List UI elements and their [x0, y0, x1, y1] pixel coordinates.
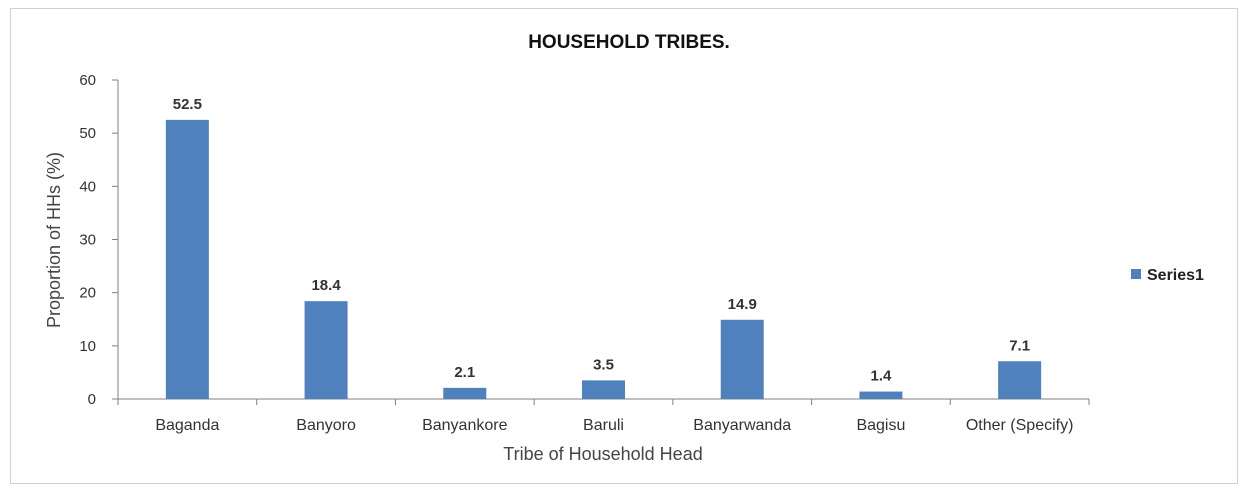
- data-label: 1.4: [870, 368, 892, 385]
- bar-bagisu: [859, 391, 903, 399]
- category-label: Bagisu: [856, 417, 905, 434]
- data-label: 14.9: [728, 296, 757, 313]
- y-tick-label: 60: [79, 72, 96, 89]
- bar-banyoro: [304, 301, 348, 399]
- bar-baganda: [165, 119, 209, 399]
- chart-title: HOUSEHOLD TRIBES.: [528, 32, 730, 53]
- bars: [165, 119, 1042, 399]
- y-tick-label: 20: [79, 285, 96, 302]
- y-tick-label: 0: [88, 391, 96, 408]
- chart-frame: [10, 8, 1238, 484]
- y-tick-label: 50: [79, 125, 96, 142]
- legend-swatch-series1: [1131, 269, 1141, 279]
- category-label: Banyoro: [296, 417, 356, 434]
- category-label: Baganda: [155, 417, 219, 434]
- category-label: Banyankore: [422, 417, 507, 434]
- y-ticks: 0 10 20 30 40 50 60: [79, 72, 118, 408]
- bar-baruli: [582, 380, 625, 399]
- bar-other-specify: [998, 361, 1042, 399]
- bar-banyarwanda: [720, 319, 764, 399]
- x-ticks: [117, 399, 1090, 405]
- y-tick-label: 10: [79, 338, 96, 355]
- category-label: Banyarwanda: [693, 417, 791, 434]
- data-label: 52.5: [173, 96, 202, 113]
- y-tick-label: 40: [79, 178, 96, 195]
- data-label: 18.4: [311, 277, 341, 294]
- x-axis-title: Tribe of Household Head: [503, 444, 702, 464]
- category-labels: Baganda Banyoro Banyankore Baruli Banyarwand…: [155, 417, 1073, 434]
- category-label: Baruli: [583, 417, 624, 434]
- data-labels: 52.5 18.4 2.1 3.5 14.9 1.4 7.1: [173, 96, 1030, 385]
- legend: Series1: [1131, 267, 1204, 284]
- data-label: 3.5: [593, 356, 614, 373]
- bar-banyankore: [443, 387, 487, 399]
- data-label: 2.1: [454, 364, 475, 381]
- y-tick-label: 30: [79, 232, 96, 249]
- category-label: Other (Specify): [966, 417, 1074, 434]
- data-label: 7.1: [1009, 337, 1030, 354]
- legend-label-series1: Series1: [1147, 267, 1204, 284]
- y-axis-title: Proportion of HHs (%): [44, 152, 64, 328]
